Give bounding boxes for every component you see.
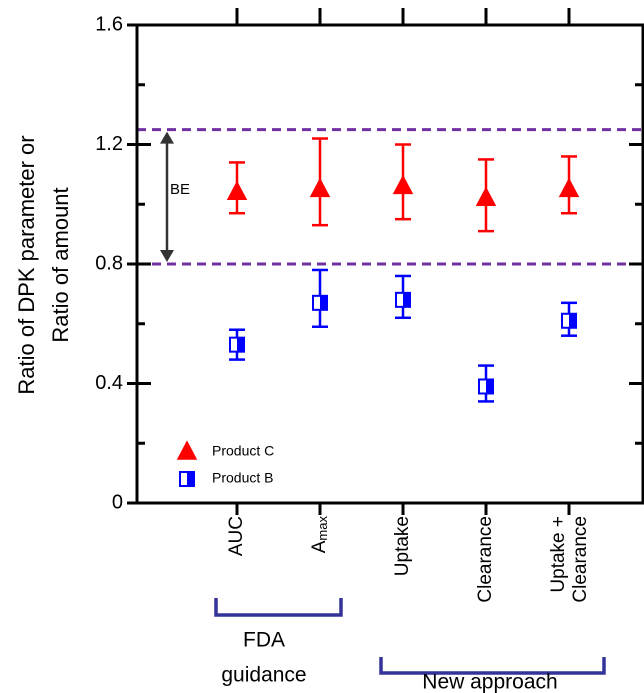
y-tick-label: 1.6 bbox=[95, 13, 123, 35]
y-tick-label: 0.8 bbox=[95, 252, 123, 274]
x-tick-label: AUC bbox=[226, 516, 247, 556]
marker bbox=[392, 174, 414, 195]
x-tick-label: Clearance bbox=[570, 516, 591, 603]
y-axis-label: Ratio of amount bbox=[48, 187, 73, 342]
annotation: BE bbox=[170, 181, 190, 198]
marker-half bbox=[237, 337, 244, 352]
x-tick-label: Uptake + bbox=[548, 516, 569, 593]
x-tick-label: Amax bbox=[309, 516, 330, 554]
y-tick-label: 1.2 bbox=[95, 133, 123, 155]
group-label: FDA bbox=[243, 629, 285, 652]
marker bbox=[478, 378, 494, 395]
marker-half bbox=[486, 379, 493, 394]
marker bbox=[395, 291, 411, 308]
y-tick-label: 0 bbox=[112, 491, 123, 513]
arrow-head bbox=[160, 250, 174, 262]
y-axis-label: Ratio of DPK parameter or bbox=[14, 135, 39, 394]
label-subscript: max bbox=[315, 516, 330, 541]
group-bracket bbox=[379, 657, 606, 675]
marker-half bbox=[320, 295, 327, 310]
group-label: New approach bbox=[422, 671, 557, 693]
marker bbox=[475, 186, 497, 207]
marker bbox=[561, 312, 577, 329]
marker-half bbox=[187, 472, 194, 486]
group-bracket bbox=[214, 598, 343, 617]
x-tick-label: Uptake bbox=[392, 516, 413, 576]
marker bbox=[176, 440, 198, 460]
marker bbox=[309, 177, 331, 198]
marker bbox=[558, 177, 580, 198]
legend-label: Product C bbox=[212, 443, 274, 459]
x-tick-label: Clearance bbox=[475, 516, 496, 603]
marker bbox=[312, 294, 328, 311]
group-label: guidance bbox=[221, 664, 306, 687]
y-tick-label: 0.4 bbox=[95, 372, 123, 394]
label-part: A bbox=[309, 540, 330, 553]
marker bbox=[226, 180, 248, 201]
marker bbox=[229, 336, 245, 353]
marker-half bbox=[403, 292, 410, 307]
arrow-head bbox=[160, 131, 174, 144]
marker bbox=[179, 471, 195, 487]
legend-label: Product B bbox=[212, 470, 273, 486]
marker-half bbox=[569, 313, 576, 328]
